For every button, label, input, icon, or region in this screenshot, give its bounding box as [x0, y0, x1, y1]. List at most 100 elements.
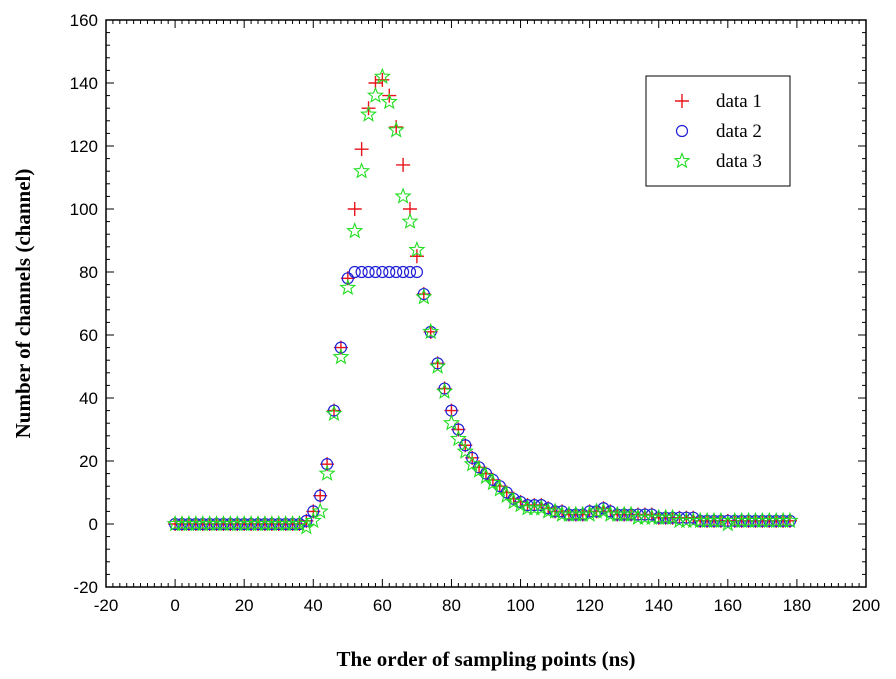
y-tick-label: 60	[79, 326, 98, 345]
data-point	[459, 439, 472, 452]
series-2	[168, 265, 797, 531]
data-point	[562, 508, 576, 521]
y-tick-label: 0	[89, 515, 98, 534]
y-tick-label: 120	[70, 137, 98, 156]
data-point	[380, 92, 398, 110]
data-point	[505, 492, 523, 510]
x-tick-label: 160	[714, 596, 742, 615]
data-point	[203, 517, 216, 531]
data-point	[783, 514, 797, 527]
data-point	[394, 187, 412, 204]
data-point	[359, 105, 378, 122]
data-point	[581, 505, 599, 522]
x-tick-label: 0	[170, 596, 179, 615]
x-tick-label: 80	[442, 596, 461, 615]
data-point	[429, 357, 447, 374]
data-point	[546, 502, 564, 519]
data-point	[238, 517, 251, 531]
x-tick-label: 20	[235, 596, 254, 615]
y-tick-label: 40	[79, 389, 98, 408]
x-axis-ticks: -20 0 20 40 60 80 100 120 140 160 180 200	[94, 20, 880, 615]
data-point	[272, 517, 285, 531]
data-point	[401, 212, 419, 229]
data-point	[189, 517, 202, 531]
data-point	[652, 511, 665, 524]
data-point	[265, 517, 278, 531]
data-point	[781, 511, 799, 529]
series-3	[166, 67, 799, 535]
y-tick-label: 100	[70, 200, 98, 219]
data-point	[491, 480, 509, 497]
data-point	[373, 67, 391, 85]
data-point	[408, 240, 426, 258]
y-tick-label: -20	[73, 578, 98, 597]
legend-label: data 3	[716, 151, 762, 172]
y-axis-ticks: -20 0 20 40 60 80 100 120 140 160	[70, 11, 866, 597]
data-point	[424, 325, 437, 338]
data-point	[749, 514, 762, 527]
data-point	[700, 514, 714, 527]
data-point	[390, 265, 403, 279]
data-point	[347, 202, 362, 216]
data-point	[463, 455, 481, 472]
data-point	[258, 517, 272, 531]
data-point	[763, 514, 776, 527]
legend-marker	[675, 124, 689, 138]
data-point	[217, 517, 230, 531]
data-point	[719, 514, 737, 532]
data-point	[383, 265, 396, 279]
data-point	[366, 86, 385, 103]
data-point	[576, 508, 589, 521]
data-point	[353, 162, 371, 179]
data-point	[484, 474, 502, 491]
data-point	[224, 517, 237, 531]
x-tick-label: 40	[304, 596, 323, 615]
data-point	[422, 322, 440, 340]
data-point	[231, 517, 244, 531]
legend-label: data 2	[716, 121, 762, 142]
data-point	[355, 265, 368, 279]
data-point	[442, 414, 461, 431]
data-point	[369, 265, 382, 279]
data-point	[659, 511, 672, 524]
data-point	[611, 508, 624, 521]
data-point	[318, 464, 336, 481]
data-point	[168, 517, 182, 531]
data-point	[756, 514, 769, 527]
data-point	[735, 514, 748, 527]
data-point	[403, 265, 417, 279]
data-point	[307, 505, 320, 518]
x-tick-label: -20	[94, 596, 119, 615]
data-point	[340, 271, 355, 286]
data-point	[511, 496, 530, 513]
data-point	[449, 429, 467, 447]
data-point	[306, 504, 321, 519]
x-tick-label: 180	[783, 596, 811, 615]
data-point	[348, 265, 361, 279]
data-point	[175, 517, 189, 531]
data-point	[244, 517, 258, 531]
data-point	[311, 502, 329, 519]
data-point	[451, 422, 466, 437]
data-point	[569, 508, 582, 521]
data-point	[452, 423, 465, 436]
data-point	[742, 514, 755, 527]
data-point	[304, 511, 322, 529]
data-point	[339, 278, 357, 296]
data-markers	[166, 67, 799, 535]
data-point	[314, 489, 327, 502]
data-point	[279, 517, 292, 531]
data-point	[594, 502, 613, 519]
data-point	[320, 457, 335, 472]
data-point	[694, 514, 707, 527]
data-point	[712, 511, 730, 529]
x-tick-label: 100	[506, 596, 534, 615]
data-point	[410, 265, 424, 279]
x-tick-label: 200	[852, 596, 880, 615]
data-point	[387, 121, 405, 138]
data-point	[532, 499, 550, 516]
x-axis-title: The order of sampling points (ns)	[337, 647, 636, 671]
data-point	[396, 265, 410, 279]
data-point	[477, 467, 495, 485]
